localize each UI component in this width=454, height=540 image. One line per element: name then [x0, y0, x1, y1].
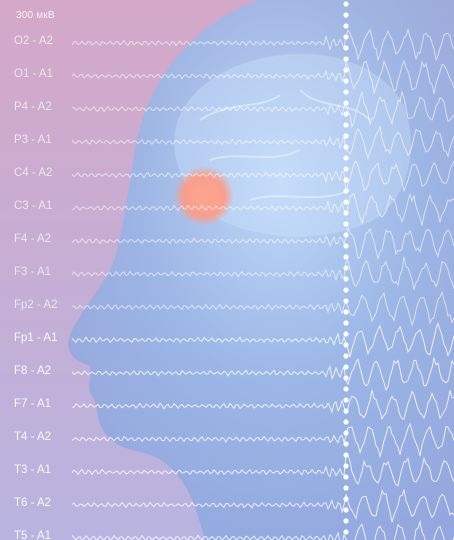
lead-label: Fp2 - A2 — [14, 299, 58, 311]
marker-dot — [343, 507, 349, 513]
marker-dot — [343, 144, 349, 150]
marker-dot — [343, 1, 349, 7]
marker-dot — [343, 23, 349, 29]
marker-dot — [343, 34, 349, 40]
marker-dot — [343, 463, 349, 469]
marker-dot — [343, 320, 349, 326]
eeg-trace — [71, 59, 454, 95]
marker-dot — [343, 452, 349, 458]
scale-label: 300 мкВ — [16, 10, 55, 21]
lead-label: T4 - A2 — [14, 431, 52, 443]
lead-label: P4 - A2 — [14, 101, 52, 113]
eeg-traces — [71, 27, 454, 540]
eeg-trace — [71, 455, 454, 487]
marker-dot — [343, 221, 349, 227]
marker-dot — [343, 430, 349, 436]
eeg-trace — [71, 489, 454, 523]
marker-dot — [343, 265, 349, 271]
marker-dot — [343, 133, 349, 139]
marker-dot — [343, 331, 349, 337]
marker-dot — [343, 441, 349, 447]
marker-dot — [343, 177, 349, 183]
eeg-trace — [71, 226, 454, 260]
marker-dot — [343, 298, 349, 304]
lead-label: T6 - A2 — [14, 497, 52, 509]
marker-dot — [343, 78, 349, 84]
marker-dot — [343, 518, 349, 524]
marker-dot — [343, 287, 349, 293]
marker-dot — [343, 529, 349, 535]
marker-dot — [343, 309, 349, 315]
eeg-trace — [71, 519, 454, 540]
lead-label: P3 - A1 — [14, 134, 52, 146]
focus-spot — [174, 166, 234, 226]
marker-dot — [343, 122, 349, 128]
lead-label: F8 - A2 — [14, 365, 52, 377]
marker-dot — [343, 408, 349, 414]
marker-dot — [343, 67, 349, 73]
marker-dot — [343, 45, 349, 51]
marker-dot — [343, 166, 349, 172]
marker-dot — [343, 364, 349, 370]
lead-label: O1 - A1 — [14, 68, 53, 80]
marker-dot — [343, 485, 349, 491]
head-profile — [68, 0, 454, 540]
marker-dot — [343, 12, 349, 18]
lead-label: C3 - A1 — [14, 200, 53, 212]
marker-dot — [343, 397, 349, 403]
marker-dot — [343, 386, 349, 392]
marker-dot — [343, 375, 349, 381]
marker-dot — [343, 188, 349, 194]
marker-dot — [343, 56, 349, 62]
lead-label: F3 - A1 — [14, 266, 52, 278]
marker-dot — [343, 89, 349, 95]
marker-dot — [343, 353, 349, 359]
eeg-trace — [71, 422, 454, 459]
marker-dot — [343, 496, 349, 502]
marker-dot — [343, 232, 349, 238]
eeg-trace — [71, 291, 454, 327]
marker-dot — [343, 342, 349, 348]
lead-label: C4 - A2 — [14, 167, 53, 179]
marker-dot — [343, 100, 349, 106]
marker-dot — [343, 419, 349, 425]
eeg-trace — [71, 27, 454, 62]
lead-label: Fp1 - A1 — [14, 332, 58, 344]
marker-dot — [343, 243, 349, 249]
lead-label: F7 - A1 — [14, 398, 52, 410]
marker-dot — [343, 276, 349, 282]
eeg-trace — [71, 256, 454, 290]
lead-label: T3 - A1 — [14, 464, 52, 476]
eeg-trace — [71, 160, 454, 193]
lead-label: T5 - A1 — [14, 530, 52, 540]
lead-label: F4 - A2 — [14, 233, 52, 245]
marker-dot — [343, 155, 349, 161]
marker-dot — [343, 254, 349, 260]
eeg-trace — [71, 322, 454, 358]
eeg-trace — [71, 357, 454, 392]
eeg-trace — [71, 125, 454, 161]
marker-dot — [343, 210, 349, 216]
marker-dot — [343, 474, 349, 480]
marker-dot — [343, 199, 349, 205]
lead-label: O2 - A2 — [14, 35, 53, 47]
eeg-trace — [71, 192, 454, 226]
marker-dot — [343, 111, 349, 117]
eeg-trace — [71, 389, 454, 421]
eeg-trace — [71, 90, 454, 129]
